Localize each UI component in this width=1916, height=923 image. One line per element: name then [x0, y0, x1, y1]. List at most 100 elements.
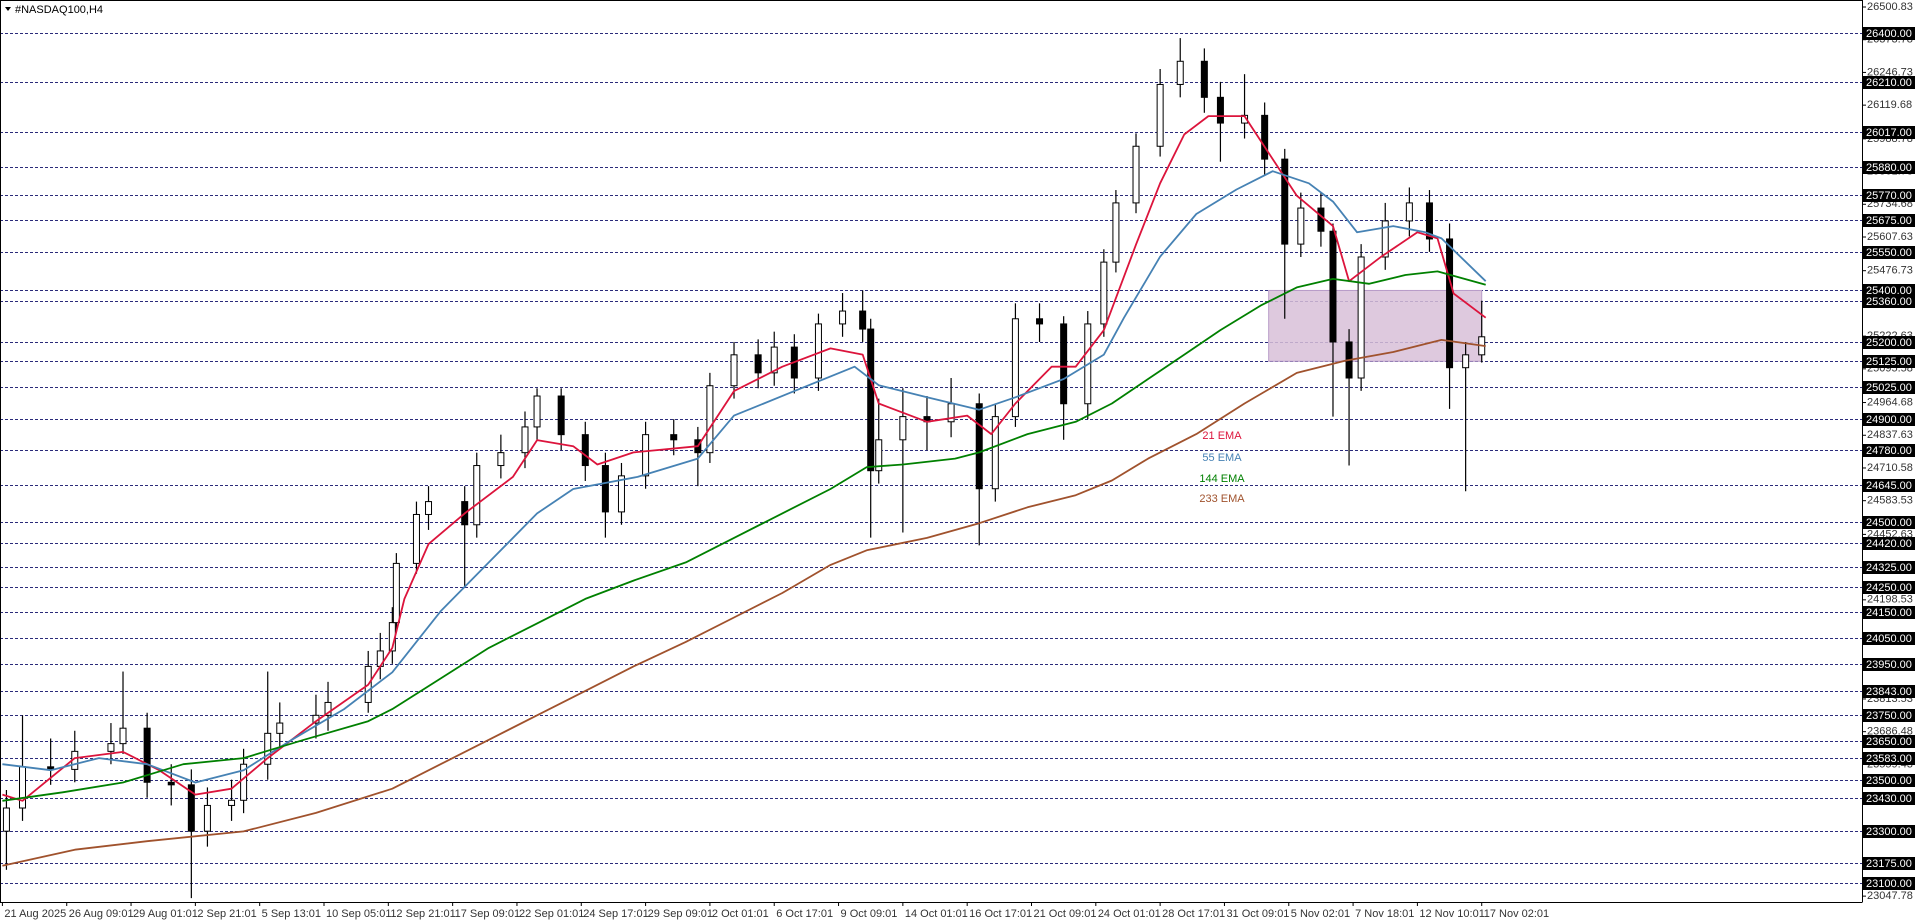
candle-body: [324, 701, 332, 716]
x-tick-label: 24 Sep 17:01: [583, 908, 648, 920]
candle-body: [521, 426, 529, 454]
level-label: 23175.00: [1866, 858, 1912, 870]
candle-body: [1462, 354, 1470, 369]
level-label: 25550.00: [1866, 247, 1912, 259]
candle-body: [867, 328, 875, 472]
series-label: 233 EMA: [1199, 493, 1245, 505]
x-tick-label: 7 Nov 18:01: [1355, 908, 1414, 920]
x-tick-label: 21 Oct 09:01: [1033, 908, 1096, 920]
level-label: 23100.00: [1866, 878, 1912, 890]
x-tick-label: 9 Oct 09:01: [841, 908, 898, 920]
level-label-box: [1863, 295, 1915, 308]
candle-body: [533, 395, 541, 428]
level-label-box: [1863, 537, 1915, 550]
level-label: 25675.00: [1866, 215, 1912, 227]
candle-body: [1156, 83, 1164, 147]
level-label: 23430.00: [1866, 793, 1912, 805]
candle-body: [1216, 96, 1224, 124]
x-tick-label: 17 Sep 09:01: [455, 908, 520, 920]
candle-body: [107, 743, 115, 752]
candle-body: [814, 323, 822, 379]
level-label-box: [1863, 581, 1915, 594]
x-tick-label: 12 Sep 21:01: [390, 908, 455, 920]
level-label: 24900.00: [1866, 414, 1912, 426]
level-label-box: [1863, 606, 1915, 619]
candle-body: [392, 562, 400, 624]
level-label: 24150.00: [1866, 607, 1912, 619]
level-label: 23750.00: [1866, 710, 1912, 722]
level-label-box: [1863, 76, 1915, 89]
y-tick-label: 24710.58: [1867, 462, 1913, 474]
x-tick-label: 22 Sep 01:01: [519, 908, 584, 920]
candle-body: [875, 439, 883, 472]
level-label: 26210.00: [1866, 77, 1912, 89]
levels-layer: [0, 33, 1862, 884]
candle-body: [975, 403, 983, 490]
ema-line: [2, 270, 1486, 802]
candle-body: [228, 799, 236, 806]
x-tick-label: 17 Nov 02:01: [1484, 908, 1549, 920]
candle-body: [497, 452, 505, 467]
x-tick-label: 5 Nov 02:01: [1291, 908, 1350, 920]
level-label-box: [1863, 825, 1915, 838]
candle-body: [1405, 202, 1413, 222]
candle-body: [1261, 114, 1269, 160]
candle-body: [1112, 202, 1120, 263]
candle-body: [1060, 323, 1068, 405]
candle-body: [642, 434, 650, 477]
candle-body: [1036, 318, 1044, 325]
level-label: 25400.00: [1866, 285, 1912, 297]
x-tick-label: 31 Oct 09:01: [1226, 908, 1289, 920]
y-tick-label: 25607.63: [1867, 231, 1913, 243]
level-label-box: [1863, 355, 1915, 368]
candle-body: [1446, 238, 1454, 369]
level-label-box: [1863, 658, 1915, 671]
level-label: 24500.00: [1866, 517, 1912, 529]
x-tick-label: 24 Oct 01:01: [1098, 908, 1161, 920]
level-label-box: [1863, 27, 1915, 40]
candle-body: [1381, 220, 1389, 258]
candle-body: [203, 804, 211, 832]
candle-body: [1281, 158, 1289, 245]
y-tick-label: 26246.73: [1867, 66, 1913, 78]
level-label-box: [1863, 561, 1915, 574]
candle-body: [754, 354, 762, 374]
level-label: 24780.00: [1866, 445, 1912, 457]
x-tick-label: 14 Oct 01:01: [905, 908, 968, 920]
level-label-box: [1863, 632, 1915, 645]
candle-body: [240, 763, 248, 801]
menu-arrow[interactable]: [5, 7, 11, 11]
y-tick-label: 25476.73: [1867, 265, 1913, 277]
y-tick-label: 24583.53: [1867, 495, 1913, 507]
y-tick-label: 24198.53: [1867, 594, 1913, 606]
level-label: 23950.00: [1866, 659, 1912, 671]
level-label-box: [1863, 161, 1915, 174]
level-label: 24250.00: [1866, 582, 1912, 594]
x-tick-label: 5 Sep 13:01: [262, 908, 321, 920]
level-label: 24420.00: [1866, 538, 1912, 550]
lines-layer: 21 EMA 55 EMA 144 EMA 233 EMA: [2, 115, 1487, 867]
level-label-box: [1863, 246, 1915, 259]
candle-body: [1011, 318, 1019, 418]
level-label: 25770.00: [1866, 190, 1912, 202]
candle-body: [1425, 202, 1433, 240]
level-label-box: [1863, 284, 1915, 297]
candle-body: [187, 784, 195, 832]
candle-body: [412, 513, 420, 564]
level-label: 25880.00: [1866, 162, 1912, 174]
x-tick-label: 10 Sep 05:01: [326, 908, 391, 920]
candle-body: [1100, 261, 1108, 325]
candle-body: [119, 727, 127, 745]
level-label: 23300.00: [1866, 826, 1912, 838]
level-label: 23583.00: [1866, 753, 1912, 765]
x-tick-label: 6 Oct 17:01: [776, 908, 833, 920]
candle-body: [1176, 60, 1184, 85]
series-label: 144 EMA: [1199, 473, 1245, 485]
chart-title: #NASDAQ100,H4: [15, 4, 103, 16]
candle-body: [167, 781, 175, 786]
x-tick-label: 2 Sep 21:01: [197, 908, 256, 920]
candle-body: [2, 807, 10, 832]
candle-body: [730, 354, 738, 387]
